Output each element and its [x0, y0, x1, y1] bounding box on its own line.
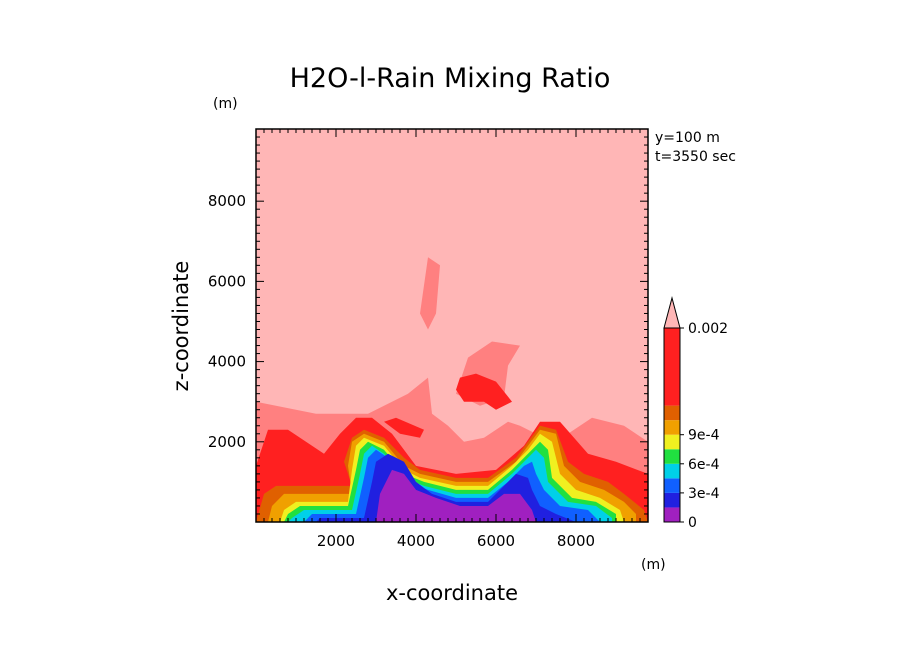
colorbar-segment [664, 420, 680, 435]
contour-plot-area [256, 129, 648, 522]
contour-region-1 [420, 257, 440, 330]
x-tick-label: 4000 [397, 532, 435, 550]
colorbar-frame [663, 327, 681, 523]
colorbar-label: 3e-4 [688, 486, 720, 502]
colorbar-over-arrow [663, 296, 681, 329]
y-unit-label: (m) [213, 96, 238, 112]
y-tick-label: 2000 [208, 433, 246, 451]
colorbar-segment [664, 405, 680, 421]
x-tick-label: 6000 [477, 532, 515, 550]
colorbar-segment [664, 492, 680, 508]
colorbar-label: 0.002 [688, 321, 728, 337]
y-axis-title: z-coordinate [169, 261, 193, 392]
annotation-t: t=3550 sec [655, 149, 736, 165]
x-axis-title: x-coordinate [386, 581, 518, 605]
colorbar-label: 6e-4 [688, 457, 720, 473]
colorbar-segment [664, 463, 680, 479]
contour-region-4 [456, 373, 512, 410]
contour-region-5 [384, 417, 424, 438]
y-tick-label: 6000 [208, 272, 246, 290]
colorbar-segment [664, 449, 680, 464]
chart-title: H2O-l-Rain Mixing Ratio [290, 63, 611, 94]
colorbar-segment [664, 434, 680, 450]
annotation-y: y=100 m [655, 130, 720, 146]
y-tick-label: 8000 [208, 192, 246, 210]
colorbar-segment [664, 507, 680, 522]
colorbar-segment [664, 328, 680, 406]
colorbar-segment [664, 478, 680, 493]
plot-frame [255, 128, 649, 523]
x-tick-label: 2000 [317, 532, 355, 550]
x-tick-label: 8000 [557, 532, 595, 550]
colorbar: 0.002 9e-4 6e-4 3e-4 0 [663, 296, 728, 531]
y-tick-label: 4000 [208, 353, 246, 371]
contour-region-13 [376, 469, 536, 522]
x-unit-label: (m) [641, 557, 666, 573]
colorbar-label: 0 [688, 515, 697, 531]
colorbar-label: 9e-4 [688, 428, 720, 444]
